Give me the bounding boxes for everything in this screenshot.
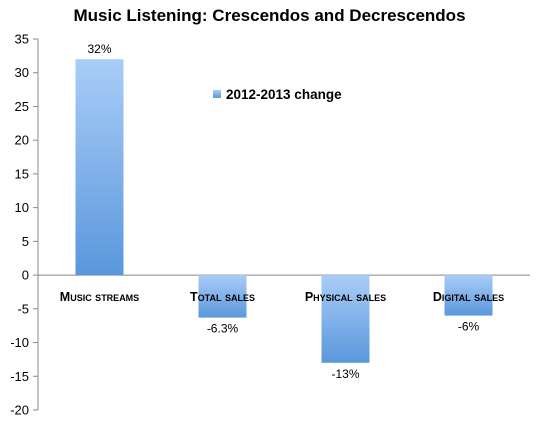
bar xyxy=(198,275,247,318)
data-label: -13% xyxy=(331,367,359,381)
category-label: Digital sales xyxy=(433,290,504,304)
bar xyxy=(444,275,493,316)
y-tick-label: 15 xyxy=(15,166,29,181)
data-label: -6% xyxy=(458,320,480,334)
bar xyxy=(321,275,370,363)
data-label: -6.3% xyxy=(207,322,239,336)
chart-title: Music Listening: Crescendos and Decresce… xyxy=(73,6,466,25)
legend-label: 2012-2013 change xyxy=(226,87,342,102)
bar xyxy=(75,59,124,276)
y-tick-label: 30 xyxy=(15,65,29,80)
y-tick-label: 10 xyxy=(15,200,29,215)
category-label: Physical sales xyxy=(305,290,386,304)
y-tick-label: -10 xyxy=(10,335,29,350)
data-label: 32% xyxy=(87,42,111,56)
y-tick-label: -20 xyxy=(10,403,29,418)
y-tick-label: 25 xyxy=(15,99,29,114)
legend-swatch xyxy=(213,90,221,98)
y-tick-label: -15 xyxy=(10,369,29,384)
y-tick-label: 20 xyxy=(15,133,29,148)
category-label: Total sales xyxy=(190,290,255,304)
y-tick-label: 5 xyxy=(22,234,29,249)
category-label: Music streams xyxy=(60,290,139,304)
y-tick-label: 35 xyxy=(15,32,29,47)
y-tick-label: 0 xyxy=(22,268,29,283)
y-tick-label: -5 xyxy=(17,301,29,316)
